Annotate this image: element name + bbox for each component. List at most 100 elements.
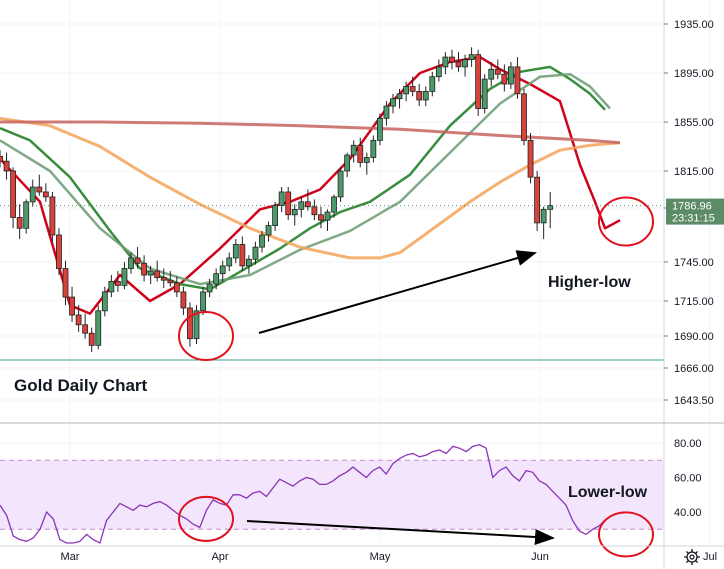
- candle-body: [141, 262, 148, 276]
- candle: [304, 189, 311, 211]
- candle-body: [134, 257, 141, 264]
- highlight-circle: [178, 495, 234, 542]
- candle-body: [344, 154, 351, 172]
- candle-body: [272, 205, 279, 226]
- candle: [278, 187, 285, 213]
- candle: [62, 260, 69, 306]
- candle-body: [298, 201, 305, 210]
- candle-body: [95, 310, 102, 346]
- candle-body: [23, 201, 30, 229]
- candle-body: [435, 66, 442, 78]
- candle-body: [311, 206, 318, 216]
- time-tick-label: May: [370, 551, 391, 563]
- candle-body: [154, 270, 161, 279]
- candle: [383, 101, 390, 126]
- candle: [88, 327, 95, 352]
- chart-title: Gold Daily Chart: [14, 376, 148, 395]
- candle-body: [521, 93, 527, 141]
- highlight-circle: [178, 311, 234, 361]
- candle-body: [259, 234, 265, 248]
- candle-body: [232, 244, 239, 259]
- price-tick-label: 1935.00: [674, 19, 714, 31]
- candle-body: [160, 277, 167, 281]
- candle: [42, 183, 49, 202]
- candle-body: [10, 170, 17, 218]
- price-tick-label: 1815.00: [674, 166, 714, 178]
- candle-body: [540, 208, 547, 224]
- candle-body: [527, 139, 534, 178]
- candle: [213, 268, 220, 290]
- candle-body: [455, 61, 462, 68]
- candle-body: [390, 98, 396, 107]
- candle: [370, 135, 377, 163]
- candle-body: [376, 117, 383, 141]
- candle-body: [363, 157, 370, 163]
- trend-arrow: [258, 250, 537, 334]
- candle: [429, 71, 436, 97]
- candle-body: [337, 170, 344, 198]
- time-axis[interactable]: Mar Apr May Jun Jul: [61, 551, 718, 563]
- candle: [416, 84, 423, 107]
- candle: [252, 241, 259, 265]
- candle-body: [239, 244, 246, 267]
- candle: [318, 206, 324, 229]
- last-price-value: 1786.96: [672, 201, 712, 213]
- candle-body: [101, 291, 108, 312]
- candle-body: [121, 268, 128, 286]
- moving-average-line: [0, 116, 621, 260]
- candle: [115, 271, 121, 292]
- candle: [160, 268, 167, 288]
- candle: [219, 260, 226, 282]
- candle-body: [357, 144, 364, 163]
- candle: [36, 174, 43, 196]
- candle-body: [514, 66, 521, 95]
- candle-body: [36, 186, 43, 193]
- candle-body: [115, 281, 121, 286]
- candle-body: [245, 258, 252, 267]
- candle: [101, 286, 108, 317]
- candle: [435, 59, 442, 82]
- candle: [337, 167, 344, 202]
- candle: [390, 93, 396, 114]
- time-tick-label: Jun: [531, 551, 549, 563]
- price-tick-label: 1745.00: [674, 257, 714, 269]
- rsi-tick-label: 40.00: [674, 507, 702, 519]
- candle-body: [42, 191, 49, 198]
- candle: [180, 286, 187, 315]
- candle: [29, 179, 36, 207]
- highlight-circle: [598, 511, 654, 558]
- settings-gear-icon[interactable]: [684, 549, 700, 565]
- candle-body: [206, 283, 213, 293]
- candle: [141, 255, 148, 282]
- candle: [121, 262, 128, 290]
- candle: [291, 204, 298, 226]
- candle-body: [534, 176, 540, 224]
- candle-body: [547, 205, 554, 210]
- candle-body: [49, 196, 56, 236]
- candle-body: [128, 257, 134, 269]
- price-tick-label: 1855.00: [674, 117, 714, 129]
- candle-body: [396, 93, 403, 100]
- candle-body: [429, 76, 436, 92]
- candle: [167, 271, 174, 287]
- candle-body: [16, 217, 23, 229]
- candle: [10, 167, 17, 229]
- candle: [363, 152, 370, 175]
- highlight-circle: [598, 196, 654, 247]
- candle: [56, 228, 62, 275]
- candle: [0, 150, 3, 168]
- rsi-series-line: [0, 444, 607, 544]
- candle-body: [69, 296, 75, 316]
- candle: [147, 265, 154, 285]
- rsi-band-fill: [0, 460, 664, 530]
- candle: [455, 52, 462, 72]
- candle-body: [318, 214, 324, 221]
- candle: [449, 49, 455, 70]
- price-tick-label: 1643.50: [674, 395, 714, 407]
- rsi-axis[interactable]: 80.00 60.00 40.00: [674, 438, 702, 519]
- candle-body: [475, 54, 482, 109]
- candle: [396, 88, 403, 109]
- candle-body: [219, 265, 226, 275]
- candle-body: [180, 291, 187, 309]
